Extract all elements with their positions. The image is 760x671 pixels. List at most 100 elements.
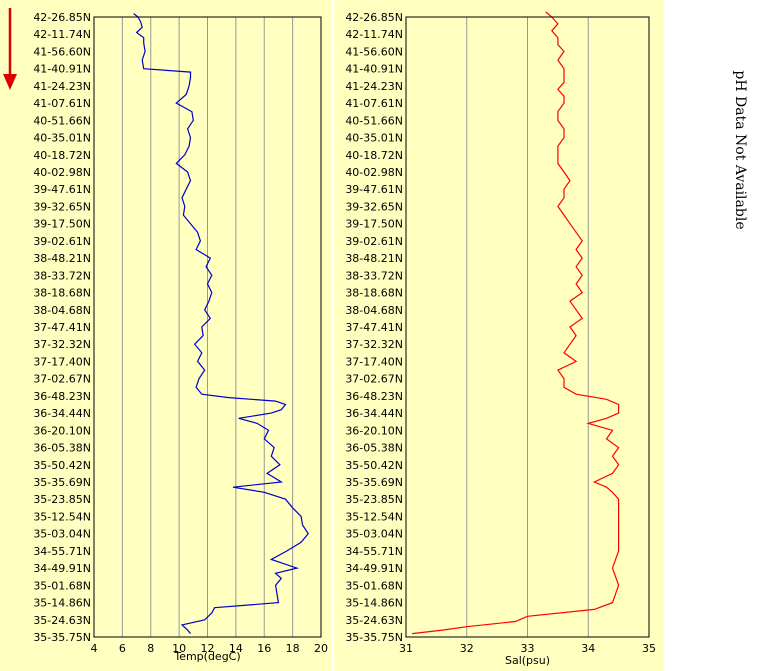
salinity-x-tick-label: 35 (642, 642, 656, 655)
temperature-y-tick-label: 37-02.67N (33, 373, 91, 386)
salinity-y-tick-label: 42-26.85N (345, 11, 403, 24)
temperature-y-tick-label: 38-18.68N (33, 287, 91, 300)
temperature-y-tick-label: 36-05.38N (33, 442, 91, 455)
temperature-x-tick-label: 6 (119, 642, 126, 655)
temperature-y-tick-label: 39-32.65N (33, 200, 91, 213)
salinity-series-line (412, 11, 620, 635)
temperature-y-tick-label: 35-35.69N (33, 476, 91, 489)
salinity-y-tick-label: 35-24.63N (345, 614, 403, 627)
salinity-y-tick-label: 34-49.91N (345, 562, 403, 575)
salinity-y-tick-label: 38-04.68N (345, 304, 403, 317)
temperature-y-tick-label: 39-47.61N (33, 183, 91, 196)
salinity-y-tick-label: 37-02.67N (345, 373, 403, 386)
temperature-y-tick-label: 41-40.91N (33, 63, 91, 76)
salinity-plot-frame (405, 16, 650, 638)
salinity-x-tick-label: 32 (460, 642, 474, 655)
salinity-panel: 42-26.85N 42-11.74N 41-56.60N 41-40.91N 41-2… (334, 0, 664, 671)
temperature-y-tick-label: 35-50.42N (33, 459, 91, 472)
salinity-x-axis-label: Sal(psu) (505, 654, 550, 667)
salinity-y-tick-label: 39-47.61N (345, 183, 403, 196)
salinity-y-tick-label: 42-11.74N (345, 28, 403, 41)
temperature-y-tick-label: 34-55.71N (33, 545, 91, 558)
salinity-y-tick-label: 39-17.50N (345, 218, 403, 231)
salinity-y-tick-label: 36-20.10N (345, 424, 403, 437)
salinity-y-tick-label: 35-35.69N (345, 476, 403, 489)
salinity-y-tick-label: 37-32.32N (345, 338, 403, 351)
temperature-y-tick-label: 37-47.41N (33, 321, 91, 334)
temperature-y-tick-label: 40-18.72N (33, 149, 91, 162)
salinity-y-tick-label: 36-05.38N (345, 442, 403, 455)
temperature-y-tick-label: 41-07.61N (33, 97, 91, 110)
temperature-y-tick-label: 38-48.21N (33, 252, 91, 265)
temperature-y-tick-label: 34-49.91N (33, 562, 91, 575)
temperature-y-tick-label: 35-23.85N (33, 493, 91, 506)
temperature-y-tick-label: 41-24.23N (33, 80, 91, 93)
temperature-y-tick-label: 40-35.01N (33, 132, 91, 145)
temperature-y-tick-label: 35-01.68N (33, 579, 91, 592)
temperature-y-tick-label: 39-02.61N (33, 235, 91, 248)
temperature-y-tick-label: 42-11.74N (33, 28, 91, 41)
salinity-y-tick-label: 39-32.65N (345, 200, 403, 213)
salinity-y-tick-label: 35-14.86N (345, 597, 403, 610)
salinity-y-tick-label: 35-35.75N (345, 631, 403, 644)
salinity-y-tick-label: 41-24.23N (345, 80, 403, 93)
temperature-x-tick-label: 10 (172, 642, 186, 655)
temperature-y-tick-label: 35-35.75N (33, 631, 91, 644)
salinity-y-tick-label: 40-02.98N (345, 166, 403, 179)
temperature-x-tick-label: 12 (201, 642, 215, 655)
temperature-x-axis-label: Temp(degC) (173, 650, 240, 663)
temperature-y-tick-label: 37-17.40N (33, 355, 91, 368)
temperature-y-tick-label: 36-48.23N (33, 390, 91, 403)
temperature-y-tick-label: 40-02.98N (33, 166, 91, 179)
salinity-y-tick-label: 35-50.42N (345, 459, 403, 472)
salinity-y-tick-label: 41-40.91N (345, 63, 403, 76)
temperature-x-tick-label: 16 (257, 642, 271, 655)
temperature-y-tick-label: 38-04.68N (33, 304, 91, 317)
temperature-y-tick-label: 38-33.72N (33, 269, 91, 282)
temperature-x-tick-label: 14 (229, 642, 243, 655)
temperature-y-tick-label: 35-12.54N (33, 510, 91, 523)
temperature-panel: 42-26.85N 42-11.74N 41-56.60N 41-40.91N 41-2… (0, 0, 332, 671)
temperature-x-tick-labels: 4 6 8 10 12 14 16 18 20 (91, 642, 329, 655)
salinity-x-tick-label: 33 (521, 642, 535, 655)
salinity-y-tick-label: 35-03.04N (345, 528, 403, 541)
temperature-series-line (133, 13, 309, 634)
salinity-y-tick-label: 35-23.85N (345, 493, 403, 506)
temperature-y-tick-label: 35-03.04N (33, 528, 91, 541)
salinity-y-tick-label: 37-17.40N (345, 355, 403, 368)
salinity-y-tick-label: 40-18.72N (345, 149, 403, 162)
salinity-x-tick-label: 34 (581, 642, 595, 655)
salinity-y-tick-label: 41-07.61N (345, 97, 403, 110)
temperature-panel-background (0, 0, 332, 671)
salinity-y-tick-label: 35-12.54N (345, 510, 403, 523)
temperature-gridlines (121, 17, 294, 637)
salinity-y-tick-label: 40-35.01N (345, 132, 403, 145)
salinity-panel-background (334, 0, 664, 671)
salinity-y-tick-label: 38-33.72N (345, 269, 403, 282)
temperature-y-tick-label: 35-14.86N (33, 597, 91, 610)
temperature-x-tick-label: 18 (286, 642, 300, 655)
temperature-y-tick-label: 39-17.50N (33, 218, 91, 231)
temperature-y-tick-label: 36-34.44N (33, 407, 91, 420)
salinity-y-tick-labels: 42-26.85N 42-11.74N 41-56.60N 41-40.91N 41-2… (345, 11, 403, 644)
salinity-y-tick-label: 39-02.61N (345, 235, 403, 248)
temperature-y-tick-labels: 42-26.85N 42-11.74N 41-56.60N 41-40.91N 41-2… (33, 11, 91, 644)
temperature-y-tick-label: 37-32.32N (33, 338, 91, 351)
salinity-y-tick-label: 36-34.44N (345, 407, 403, 420)
temperature-y-tick-label: 42-26.85N (33, 11, 91, 24)
temperature-y-tick-label: 36-20.10N (33, 424, 91, 437)
temperature-plot-frame (93, 16, 322, 638)
temperature-x-tick-label: 20 (314, 642, 328, 655)
temperature-x-tick-label: 8 (147, 642, 154, 655)
salinity-y-tick-label: 35-01.68N (345, 579, 403, 592)
salinity-y-tick-label: 41-56.60N (345, 45, 403, 58)
arrow-down-icon (3, 8, 17, 90)
temperature-y-tick-label: 41-56.60N (33, 45, 91, 58)
temperature-x-tick-label: 4 (91, 642, 98, 655)
salinity-y-tick-label: 38-18.68N (345, 287, 403, 300)
salinity-x-tick-label: 31 (399, 642, 413, 655)
ph-unavailable-note: pH Data Not Available (732, 70, 748, 229)
salinity-y-tick-label: 36-48.23N (345, 390, 403, 403)
salinity-x-tick-labels: 31 32 33 34 35 (399, 642, 656, 655)
